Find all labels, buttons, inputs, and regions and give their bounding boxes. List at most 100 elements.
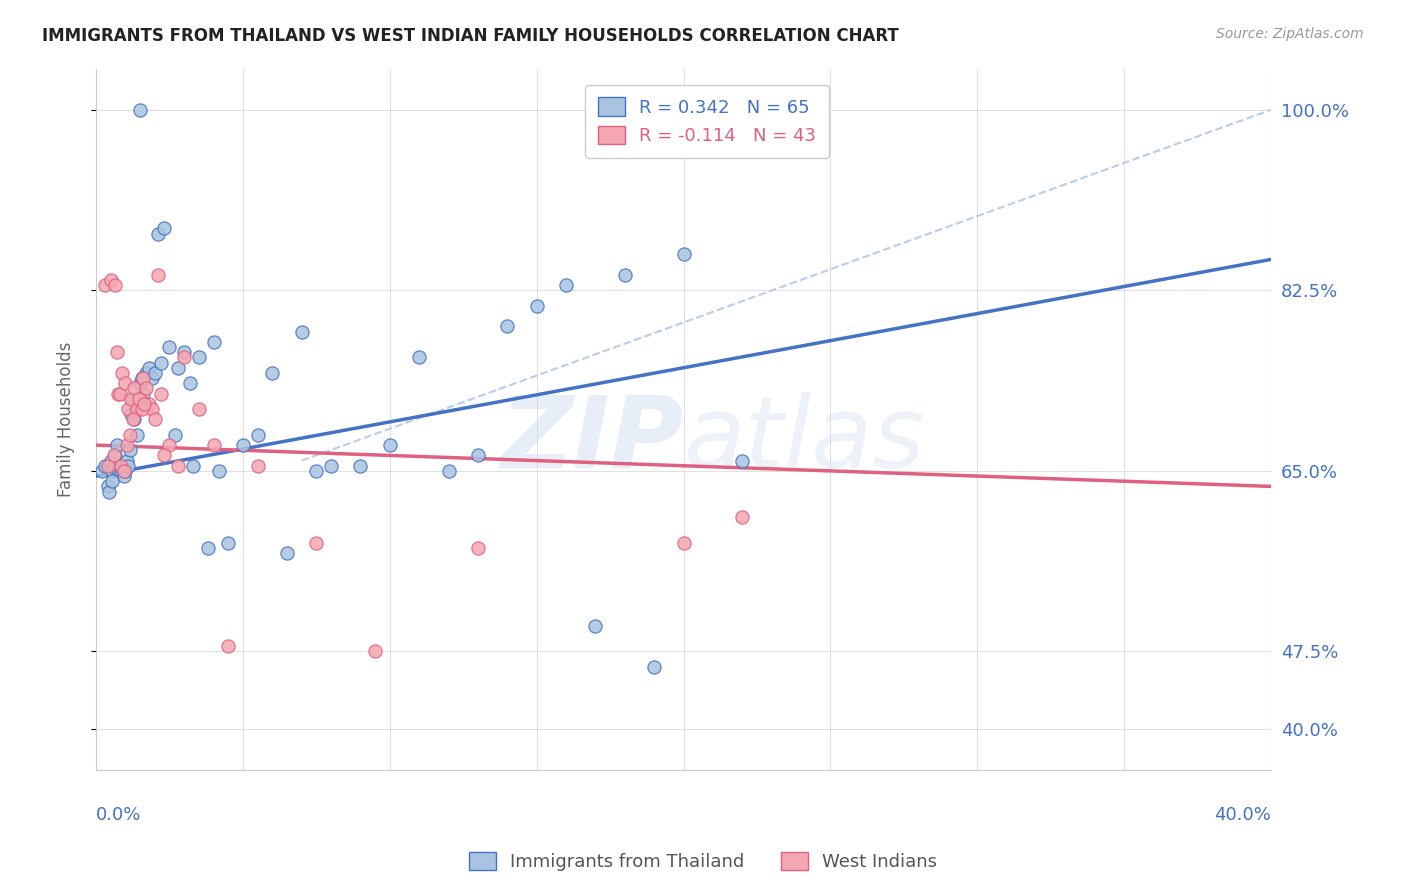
Point bbox=[111, 366, 134, 380]
Point bbox=[291, 325, 314, 339]
Point bbox=[672, 247, 695, 261]
Point bbox=[104, 449, 127, 463]
Point bbox=[129, 376, 152, 391]
Point bbox=[159, 340, 181, 354]
Point bbox=[138, 397, 160, 411]
Point bbox=[132, 371, 155, 385]
Point bbox=[111, 464, 134, 478]
Point bbox=[152, 449, 174, 463]
Point bbox=[167, 458, 190, 473]
Point bbox=[122, 381, 145, 395]
Point bbox=[100, 453, 122, 467]
Text: ZIP: ZIP bbox=[501, 392, 683, 489]
Point bbox=[613, 268, 636, 282]
Point bbox=[187, 351, 209, 365]
Point bbox=[437, 464, 460, 478]
Point bbox=[246, 458, 269, 473]
Point bbox=[202, 438, 225, 452]
Point bbox=[101, 464, 124, 478]
Point bbox=[121, 392, 143, 406]
Point bbox=[731, 510, 754, 524]
Point bbox=[114, 464, 136, 478]
Point bbox=[114, 376, 136, 391]
Point bbox=[110, 458, 132, 473]
Text: atlas: atlas bbox=[683, 392, 925, 489]
Legend: R = 0.342   N = 65, R = -0.114   N = 43: R = 0.342 N = 65, R = -0.114 N = 43 bbox=[585, 85, 830, 158]
Point bbox=[208, 464, 231, 478]
Point bbox=[173, 345, 195, 359]
Point bbox=[181, 458, 204, 473]
Point bbox=[408, 351, 430, 365]
Point bbox=[122, 412, 145, 426]
Point bbox=[731, 453, 754, 467]
Point bbox=[112, 464, 135, 478]
Point bbox=[149, 386, 172, 401]
Point bbox=[134, 397, 156, 411]
Point bbox=[120, 407, 142, 421]
Point bbox=[152, 221, 174, 235]
Text: 40.0%: 40.0% bbox=[1215, 806, 1271, 824]
Point bbox=[364, 644, 387, 658]
Point bbox=[643, 660, 665, 674]
Point bbox=[103, 458, 125, 473]
Point bbox=[129, 103, 152, 117]
Point bbox=[127, 402, 149, 417]
Point bbox=[107, 464, 129, 478]
Point bbox=[117, 458, 139, 473]
Point bbox=[129, 392, 152, 406]
Point bbox=[90, 464, 112, 478]
Point bbox=[120, 392, 142, 406]
Point bbox=[108, 386, 131, 401]
Point bbox=[110, 458, 132, 473]
Point bbox=[115, 438, 138, 452]
Legend: Immigrants from Thailand, West Indians: Immigrants from Thailand, West Indians bbox=[461, 845, 945, 879]
Point bbox=[131, 371, 153, 385]
Point bbox=[141, 371, 163, 385]
Point bbox=[131, 402, 153, 417]
Point bbox=[202, 334, 225, 349]
Point bbox=[167, 360, 190, 375]
Y-axis label: Family Households: Family Households bbox=[58, 342, 75, 497]
Point bbox=[121, 412, 143, 426]
Point bbox=[217, 536, 239, 550]
Point bbox=[135, 381, 157, 395]
Point bbox=[143, 412, 166, 426]
Point bbox=[159, 438, 181, 452]
Point bbox=[496, 319, 519, 334]
Point bbox=[118, 443, 141, 458]
Point bbox=[149, 355, 172, 369]
Point bbox=[135, 366, 157, 380]
Point bbox=[101, 474, 124, 488]
Point bbox=[305, 464, 328, 478]
Point bbox=[117, 402, 139, 417]
Point bbox=[97, 458, 120, 473]
Point bbox=[555, 278, 578, 293]
Point bbox=[146, 227, 169, 241]
Point bbox=[526, 299, 548, 313]
Point bbox=[672, 536, 695, 550]
Point bbox=[143, 366, 166, 380]
Point bbox=[97, 479, 120, 493]
Point bbox=[146, 268, 169, 282]
Point bbox=[98, 484, 121, 499]
Point bbox=[262, 366, 284, 380]
Point bbox=[319, 458, 342, 473]
Point bbox=[141, 402, 163, 417]
Point bbox=[94, 278, 117, 293]
Point bbox=[105, 345, 128, 359]
Point bbox=[197, 541, 219, 556]
Point bbox=[132, 386, 155, 401]
Point bbox=[118, 427, 141, 442]
Point bbox=[349, 458, 371, 473]
Point bbox=[105, 438, 128, 452]
Point bbox=[276, 546, 298, 560]
Text: Source: ZipAtlas.com: Source: ZipAtlas.com bbox=[1216, 27, 1364, 41]
Point bbox=[112, 469, 135, 483]
Point bbox=[115, 453, 138, 467]
Point bbox=[187, 402, 209, 417]
Point bbox=[138, 360, 160, 375]
Point bbox=[217, 640, 239, 654]
Point bbox=[179, 376, 201, 391]
Point bbox=[128, 392, 150, 406]
Point bbox=[583, 618, 606, 632]
